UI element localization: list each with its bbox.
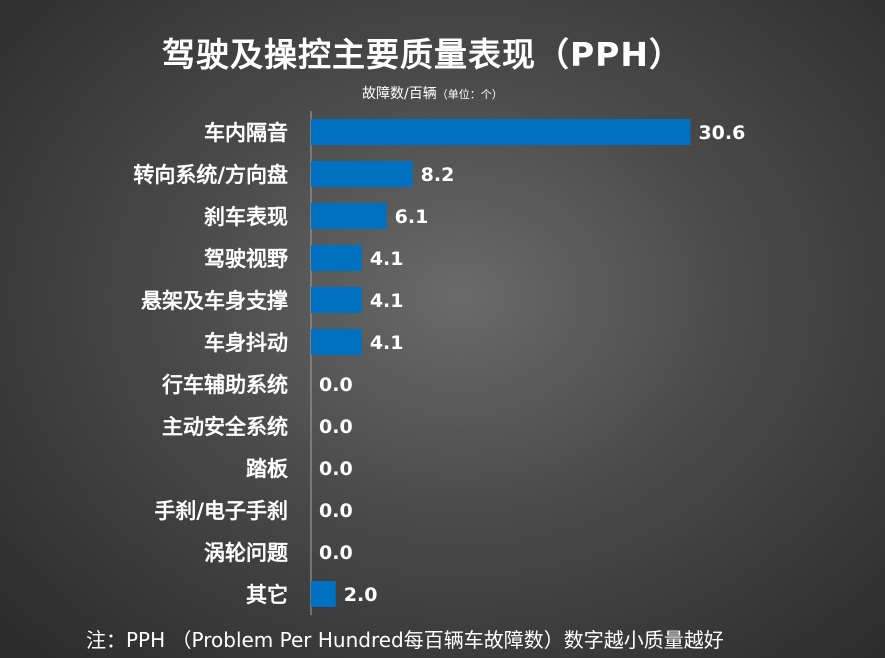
- category-label: 刹车表现: [204, 205, 288, 229]
- bar: [311, 287, 362, 313]
- chart-title: 驾驶及操控主要质量表现（PPH）: [162, 35, 683, 74]
- category-label: 驾驶视野: [204, 247, 288, 271]
- value-label: 0.0: [319, 416, 353, 438]
- category-label: 踏板: [246, 457, 289, 481]
- category-label: 车内隔音: [204, 121, 288, 145]
- value-label: 0.0: [319, 458, 353, 480]
- category-label: 手刹/电子手刹: [154, 499, 288, 523]
- category-label: 涡轮问题: [204, 541, 289, 565]
- value-label: 30.6: [698, 122, 745, 144]
- value-label: 0.0: [319, 500, 353, 522]
- chart-subtitle: 故障数/百辆（单位：个）: [362, 83, 503, 103]
- bar: [311, 581, 336, 607]
- value-label: 2.0: [344, 584, 378, 606]
- value-label: 8.2: [421, 164, 455, 186]
- bar: [311, 119, 691, 145]
- bar: [311, 329, 362, 355]
- bar: [311, 203, 387, 229]
- bar: [311, 245, 362, 271]
- value-label: 4.1: [370, 290, 404, 312]
- footnote: 注：PPH （Problem Per Hundred每百辆车故障数）数字越小质量…: [86, 628, 724, 652]
- value-label: 4.1: [370, 332, 404, 354]
- category-label: 行车辅助系统: [161, 373, 288, 397]
- category-label: 转向系统/方向盘: [133, 163, 288, 187]
- unit-note: （单位：个）: [436, 88, 503, 101]
- value-label: 0.0: [319, 542, 353, 564]
- category-label: 主动安全系统: [162, 415, 288, 439]
- bars-layer: 车内隔音 30.6 转向系统/方向盘 8.2 刹车表现 6.1 驾驶视野 4.1 悬架及车身支撑…: [133, 111, 745, 615]
- subtitle-text: 故障数/百辆: [362, 86, 437, 102]
- bar: [311, 161, 413, 187]
- category-label: 车身抖动: [204, 331, 288, 355]
- value-label: 0.0: [319, 374, 353, 396]
- category-label: 其它: [246, 583, 288, 607]
- value-label: 6.1: [395, 206, 429, 228]
- value-label: 4.1: [370, 248, 404, 270]
- category-label: 悬架及车身支撑: [141, 289, 288, 313]
